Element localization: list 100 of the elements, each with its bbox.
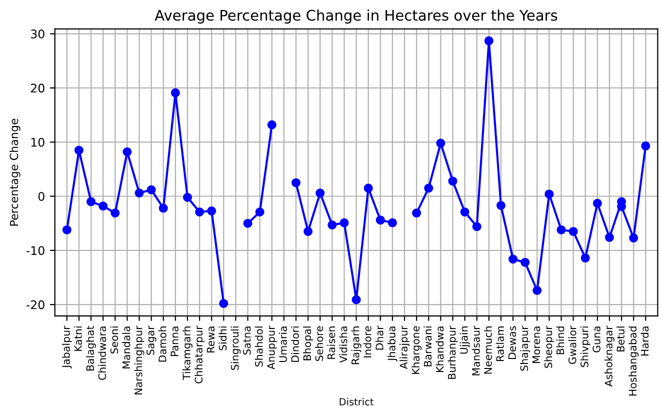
point bbox=[316, 188, 325, 198]
x-tick-label: Chindwara bbox=[98, 326, 106, 380]
x-tick-label: Umaria bbox=[278, 326, 287, 362]
x-tick-label: Sehore bbox=[315, 326, 324, 361]
x-tick-label: Bhind bbox=[556, 326, 564, 354]
x-tick-label: Gwalior bbox=[568, 326, 576, 364]
x-tick-label: Shajapur bbox=[520, 326, 530, 371]
x-tick-label: Mandsaur bbox=[472, 326, 480, 376]
x-tick-label: Seoni bbox=[110, 326, 118, 354]
x-tick-label: Alirajpur bbox=[400, 326, 410, 369]
point bbox=[243, 218, 252, 228]
point bbox=[568, 226, 578, 236]
x-tick-label: Betul bbox=[616, 326, 625, 352]
x-tick-label: Sidhi bbox=[218, 326, 227, 350]
point bbox=[122, 147, 132, 156]
point bbox=[424, 184, 434, 193]
x-tick-label: Hoshangabad bbox=[628, 326, 639, 396]
y-tick-label: 0 bbox=[38, 192, 44, 201]
point bbox=[376, 216, 385, 225]
x-tick-label: Dhar bbox=[375, 326, 384, 350]
point bbox=[352, 295, 361, 304]
point bbox=[207, 206, 216, 216]
x-tick-label: Harda bbox=[640, 326, 649, 356]
point bbox=[86, 197, 96, 206]
x-tick-label: Rewa bbox=[206, 326, 215, 352]
point bbox=[460, 207, 470, 216]
point bbox=[219, 298, 228, 308]
point bbox=[170, 88, 180, 98]
y-tick-label: 10 bbox=[31, 138, 44, 147]
x-tick-label: Dewas bbox=[508, 326, 516, 359]
x-tick-label: Rajgarh bbox=[351, 326, 362, 364]
point bbox=[291, 178, 301, 188]
x-tick-label: Sheopur bbox=[544, 326, 554, 368]
point bbox=[412, 208, 422, 218]
point bbox=[74, 146, 84, 155]
y-tick-label: 20 bbox=[30, 84, 44, 93]
x-tick-label: Khargone bbox=[412, 326, 422, 374]
point bbox=[544, 190, 554, 199]
x-tick-label: Panna bbox=[170, 326, 178, 356]
point bbox=[182, 192, 192, 202]
y-axis-title: Percentage Change bbox=[10, 118, 20, 226]
x-tick-label: Damoh bbox=[158, 326, 166, 362]
x-tick-label: Khandwa bbox=[436, 326, 444, 372]
point bbox=[364, 184, 373, 193]
x-tick-label: Ratlam bbox=[496, 326, 504, 362]
x-tick-label: Morena bbox=[532, 326, 540, 363]
point bbox=[158, 204, 168, 213]
y-tick-label: -20 bbox=[26, 300, 44, 310]
x-tick-label: Balaghat bbox=[86, 326, 96, 371]
x-tick-label: Ashoknagar bbox=[604, 326, 614, 387]
x-tick-label: Neemuch bbox=[484, 326, 492, 374]
x-tick-label: Dindori bbox=[291, 326, 299, 362]
y-tick-label: -10 bbox=[26, 246, 44, 256]
point bbox=[472, 222, 482, 232]
x-tick-label: Jabalpur bbox=[62, 326, 72, 368]
x-tick-label: Guna bbox=[592, 326, 600, 352]
y-tick-label: 30 bbox=[31, 30, 44, 38]
x-tick-label: Indore bbox=[363, 326, 372, 358]
point bbox=[195, 207, 204, 216]
x-tick-label: Anuppur bbox=[267, 326, 277, 370]
x-tick-label: Mandala bbox=[122, 326, 130, 368]
x-tick-label: Barwani bbox=[424, 326, 432, 366]
x-tick-label: Bhopal bbox=[303, 326, 314, 360]
point bbox=[110, 208, 120, 218]
point bbox=[592, 198, 602, 208]
point bbox=[255, 207, 264, 216]
x-tick-label: Narshinghpur bbox=[134, 326, 144, 394]
point bbox=[304, 226, 313, 236]
point bbox=[448, 176, 458, 186]
point bbox=[604, 232, 614, 242]
x-tick-label: Jhabua bbox=[387, 326, 398, 362]
point bbox=[388, 218, 397, 228]
point bbox=[98, 201, 108, 211]
x-tick-label: Tikamgarh bbox=[182, 326, 192, 380]
point bbox=[340, 218, 349, 228]
x-axis-title: District bbox=[340, 398, 374, 406]
point bbox=[556, 225, 566, 234]
x-tick-label: Shivpuri bbox=[580, 326, 590, 368]
point bbox=[134, 188, 144, 198]
x-tick-label: Singrouli bbox=[230, 326, 241, 370]
point bbox=[508, 254, 518, 264]
x-tick-label: Raisen bbox=[327, 326, 336, 359]
point bbox=[580, 253, 590, 263]
point bbox=[267, 120, 276, 130]
point bbox=[328, 220, 337, 230]
x-tick-label: Shahdol bbox=[254, 326, 263, 367]
point bbox=[532, 286, 542, 296]
point bbox=[496, 200, 506, 210]
point bbox=[484, 36, 494, 46]
point bbox=[146, 185, 156, 194]
x-tick-label: Burhanpur bbox=[448, 326, 458, 379]
x-tick-label: Satna bbox=[242, 326, 251, 355]
point bbox=[62, 225, 72, 234]
point bbox=[520, 258, 530, 267]
x-tick-label: Ujjain bbox=[460, 326, 470, 354]
chart-title: Average Percentage Change in Hectares over the Years bbox=[154, 9, 558, 24]
point bbox=[436, 138, 446, 148]
x-tick-label: Sagar bbox=[146, 326, 156, 355]
x-tick-label: Katni bbox=[74, 326, 82, 351]
x-tick-label: Vidisha bbox=[339, 326, 348, 363]
